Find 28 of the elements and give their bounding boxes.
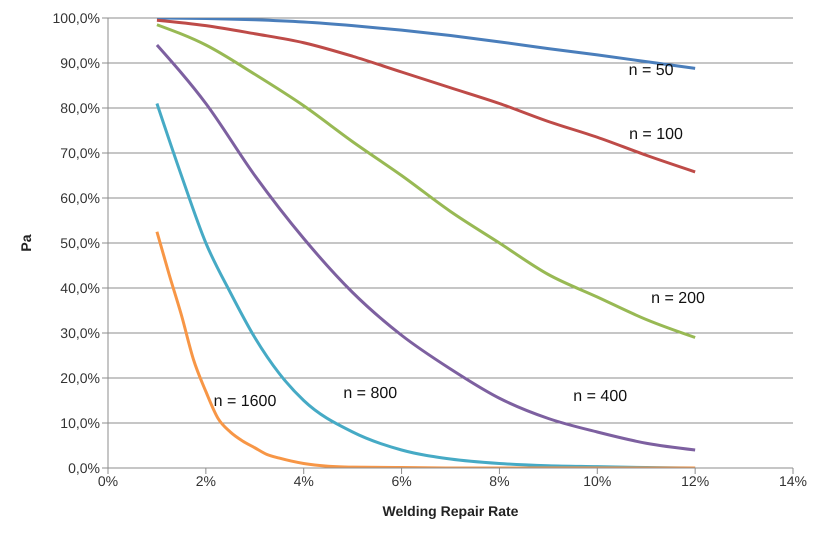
series-label: n = 400	[573, 388, 628, 405]
y-tick-label: 60,0%	[60, 190, 100, 206]
y-tick-label: 90,0%	[60, 54, 100, 71]
y-tick-label: 100,0%	[52, 10, 100, 26]
series-label: n = 800	[343, 385, 398, 402]
x-tick-label: 10%	[583, 472, 612, 489]
x-axis-title: Welding Repair Rate	[382, 503, 519, 519]
x-tick-label: 0%	[98, 472, 118, 489]
series-label: n = 1600	[214, 393, 276, 410]
y-tick-label: 30,0%	[60, 324, 100, 341]
x-tick-label: 14%	[778, 472, 808, 489]
y-axis-title: Pa	[18, 234, 34, 252]
y-tick-label: 10,0%	[60, 414, 100, 431]
y-tick-label: 70,0%	[60, 144, 100, 161]
series-label: n = 50	[628, 62, 674, 79]
y-tick-label: 50,0%	[60, 234, 100, 251]
x-tick-label: 12%	[681, 472, 710, 489]
y-tick-label: 40,0%	[60, 280, 100, 296]
series-label: n = 100	[629, 126, 684, 143]
x-tick-label: 6%	[391, 472, 412, 489]
x-tick-label: 4%	[294, 472, 314, 489]
y-tick-label: 80,0%	[60, 100, 100, 116]
x-tick-label: 2%	[196, 472, 216, 489]
line-series	[155, 18, 697, 174]
series-label: n = 200	[651, 290, 706, 308]
y-tick-label: 20,0%	[60, 370, 100, 386]
x-tick-label: 8%	[489, 472, 510, 489]
y-tick-label: 0,0%	[68, 460, 100, 476]
